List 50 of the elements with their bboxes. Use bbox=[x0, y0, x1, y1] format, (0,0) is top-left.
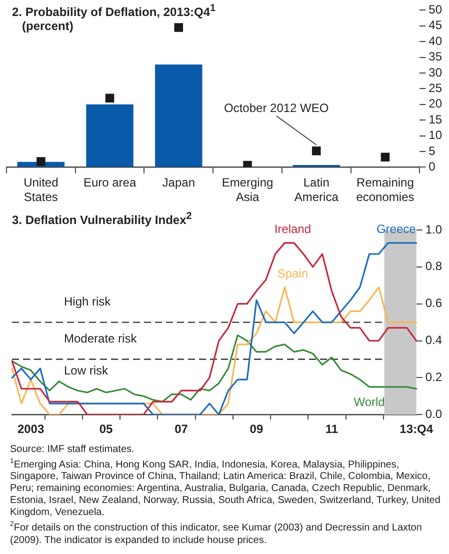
y-tick-label: 0.4 bbox=[425, 333, 442, 348]
x-tick-label: 07 bbox=[174, 422, 188, 436]
y-tick-label: 40 bbox=[428, 34, 442, 48]
point bbox=[243, 160, 252, 168]
series-label: Spain bbox=[277, 266, 308, 281]
x-tick-label: 13:Q4 bbox=[400, 422, 434, 436]
x-tick-label: 2003 bbox=[17, 422, 44, 436]
ref-line-label: High risk bbox=[64, 294, 112, 309]
x-tick-label: Remaining economies bbox=[356, 176, 414, 204]
y-tick-label: 1.0 bbox=[425, 222, 442, 236]
source-note: Source: IMF staff estimates. bbox=[10, 444, 136, 456]
y-tick-label: 5 bbox=[428, 144, 436, 158]
point bbox=[312, 146, 321, 156]
bar bbox=[155, 64, 202, 167]
y-tick-label: 0.2 bbox=[425, 370, 442, 384]
y-tick-label: 25 bbox=[428, 81, 442, 96]
text: October 2012 WEO bbox=[224, 101, 329, 116]
text: $^{2}$For details on the construction of this indicator, see Kumar (2003) and Decressin and Laxton (2009). The indicator is expanded to include house prices. bbox=[10, 520, 423, 547]
bar bbox=[86, 104, 134, 167]
y-tick-label: 0.0 bbox=[425, 406, 442, 421]
y-tick-label: 35 bbox=[428, 50, 442, 64]
point bbox=[380, 152, 390, 162]
y-tick-label: 10 bbox=[428, 128, 442, 142]
point bbox=[36, 157, 46, 166]
chart-title: 3. Deflation Vulnerability Index$^{2}$ bbox=[12, 210, 192, 227]
y-tick-label: 15 bbox=[428, 112, 442, 126]
x-tick-label: 05 bbox=[99, 422, 114, 436]
y-tick-label: 30 bbox=[428, 65, 442, 80]
x-tick-label: 09 bbox=[250, 422, 264, 436]
series-label: Greece bbox=[376, 222, 416, 236]
x-tick-label: Emerging Asia bbox=[222, 176, 274, 204]
x-tick-label: 11 bbox=[325, 422, 338, 436]
point bbox=[105, 94, 114, 103]
y-tick-label: 45 bbox=[428, 18, 442, 32]
point bbox=[174, 23, 184, 32]
x-tick-label: Japan bbox=[162, 176, 195, 190]
y-tick-label: 0.6 bbox=[425, 296, 442, 310]
y-tick-label: 0.8 bbox=[425, 259, 442, 274]
y-tick-label: 0 bbox=[428, 160, 436, 174]
x-tick-label: Latin America bbox=[294, 176, 339, 204]
text: (percent) bbox=[21, 19, 74, 33]
series-label: World bbox=[354, 395, 385, 410]
annotation: Low risk bbox=[64, 364, 110, 378]
series-label: Ireland bbox=[274, 222, 312, 236]
y-tick-label: 20 bbox=[428, 96, 442, 111]
text: $^{1}$Emerging Asia: China, Hong Kong SAR, India, Indonesia, Korea, Malaysia, Philippines, Singapore, Taiwan Province of China, Thailand; Latin America: Brazil, Chile, Colombia, Mexico, Peru; remaining economies: Argentina, Australia, Bulgaria, Canada, Czech Republic, Denmark, Estonia, Israel, New Zealand, Norway, Russia, South Africa, Sweden, Switzerland, Turkey, United Kingdom, Venezuela. bbox=[10, 457, 441, 520]
y-tick-label: 50 bbox=[428, 2, 442, 17]
ref-line-label: Moderate risk bbox=[64, 332, 138, 346]
x-tick-label: United States bbox=[24, 176, 58, 204]
x-tick-label: Euro area bbox=[83, 176, 136, 190]
